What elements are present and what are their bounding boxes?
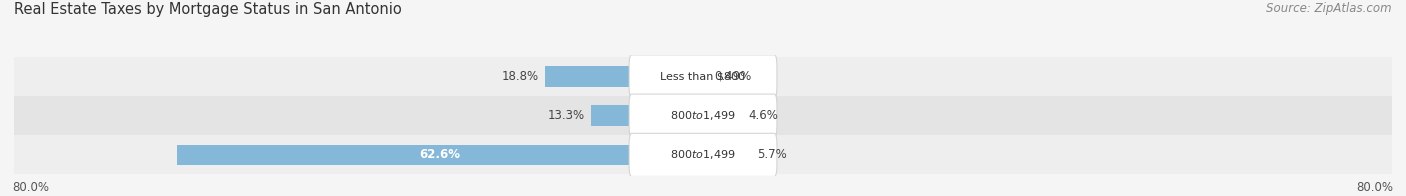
Bar xyxy=(592,105,703,126)
Bar xyxy=(177,145,703,165)
Text: 62.6%: 62.6% xyxy=(419,148,461,161)
Text: Source: ZipAtlas.com: Source: ZipAtlas.com xyxy=(1267,2,1392,15)
Text: 4.6%: 4.6% xyxy=(748,109,779,122)
Bar xyxy=(14,135,1392,174)
Text: 0.49%: 0.49% xyxy=(714,70,751,83)
Bar xyxy=(14,57,1392,96)
Bar xyxy=(703,145,751,165)
Text: $800 to $1,499: $800 to $1,499 xyxy=(671,109,735,122)
Bar xyxy=(14,96,1392,135)
FancyBboxPatch shape xyxy=(628,94,778,137)
Text: Less than $800: Less than $800 xyxy=(661,71,745,82)
Bar xyxy=(546,66,703,87)
Text: Real Estate Taxes by Mortgage Status in San Antonio: Real Estate Taxes by Mortgage Status in … xyxy=(14,2,402,17)
Text: 18.8%: 18.8% xyxy=(501,70,538,83)
Bar xyxy=(703,66,707,87)
Bar xyxy=(703,105,741,126)
Text: 13.3%: 13.3% xyxy=(547,109,585,122)
Text: $800 to $1,499: $800 to $1,499 xyxy=(671,148,735,161)
FancyBboxPatch shape xyxy=(628,55,778,98)
FancyBboxPatch shape xyxy=(628,133,778,176)
Text: 5.7%: 5.7% xyxy=(758,148,787,161)
